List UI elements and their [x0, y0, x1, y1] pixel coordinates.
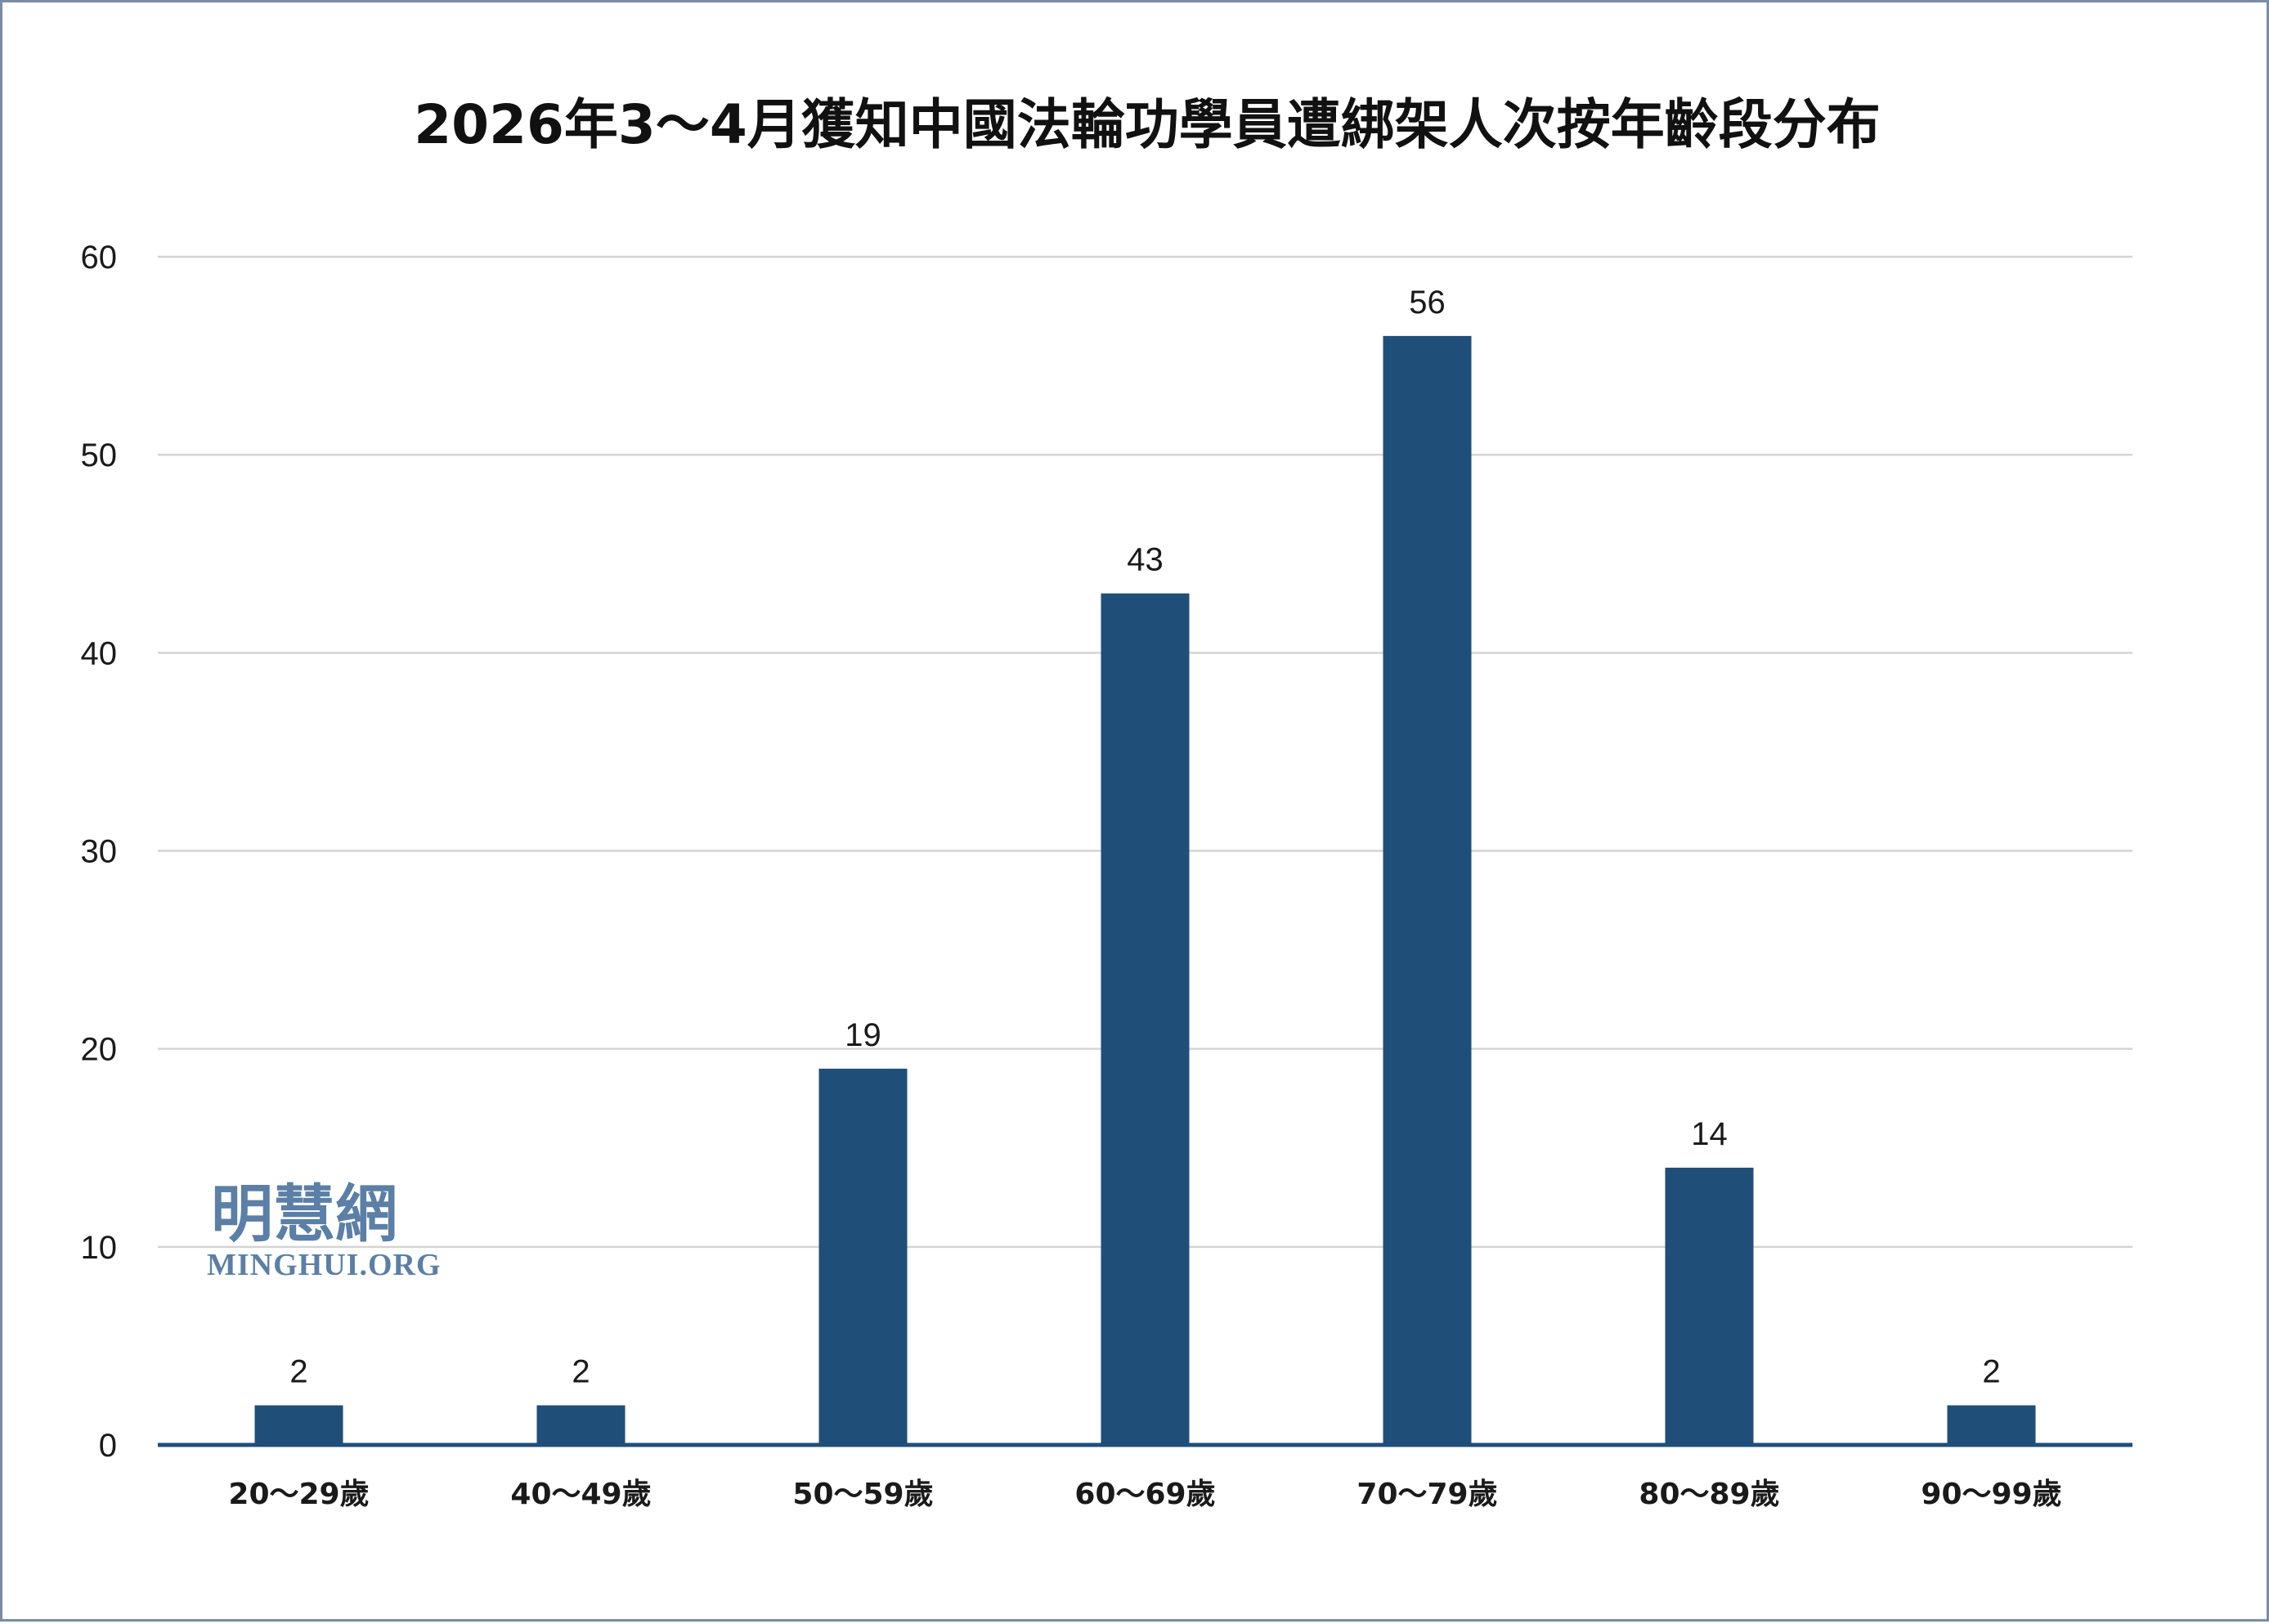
- data-label-layer: 2 2 19 43 56 14 2: [289, 285, 2000, 1390]
- x-axis-ticks: 20～29歲 40～49歲 50～59歲 60～69歲 70～79歲 80～89歲 90～9…: [228, 1478, 2061, 1511]
- x-tick-label: 80～89歲: [1639, 1478, 1779, 1511]
- chart-title: 2026年3～4月獲知中國法輪功學員遭綁架人次按年齡段分布: [414, 93, 1881, 156]
- x-tick-label: 70～79歲: [1356, 1478, 1497, 1511]
- y-axis-ticks: 0 10 20 30 40 50 60: [81, 240, 118, 1464]
- y-tick-label: 20: [81, 1032, 118, 1068]
- data-label: 2: [572, 1354, 590, 1390]
- data-label: 56: [1409, 285, 1446, 321]
- watermark-chinese: 明慧網: [211, 1178, 397, 1250]
- bar: [536, 1405, 626, 1445]
- bar-layer: [254, 335, 2036, 1445]
- bar: [1101, 593, 1190, 1445]
- minghui-watermark: 明慧網 MINGHUI.ORG: [207, 1178, 442, 1282]
- bar: [818, 1068, 908, 1445]
- data-label: 2: [1982, 1354, 2000, 1390]
- x-tick-label: 20～29歲: [228, 1478, 369, 1511]
- x-tick-label: 40～49歲: [510, 1478, 651, 1511]
- x-tick-label: 50～59歲: [792, 1478, 933, 1511]
- data-label: 19: [845, 1017, 881, 1053]
- bar: [254, 1405, 343, 1445]
- y-tick-label: 60: [81, 240, 118, 276]
- bar: [1665, 1167, 1754, 1445]
- bar: [1383, 335, 1472, 1445]
- data-label: 2: [289, 1354, 307, 1390]
- y-tick-label: 0: [99, 1428, 117, 1464]
- y-tick-label: 50: [81, 437, 118, 473]
- y-tick-label: 30: [81, 834, 118, 870]
- watermark-english: MINGHUI.ORG: [207, 1248, 442, 1282]
- x-tick-label: 60～69歲: [1074, 1478, 1215, 1511]
- data-label: 14: [1691, 1116, 1728, 1152]
- y-tick-label: 40: [81, 635, 118, 671]
- data-label: 43: [1127, 542, 1164, 578]
- bar: [1947, 1405, 2036, 1445]
- y-tick-label: 10: [81, 1230, 118, 1266]
- x-tick-label: 90～99歲: [1921, 1478, 2061, 1511]
